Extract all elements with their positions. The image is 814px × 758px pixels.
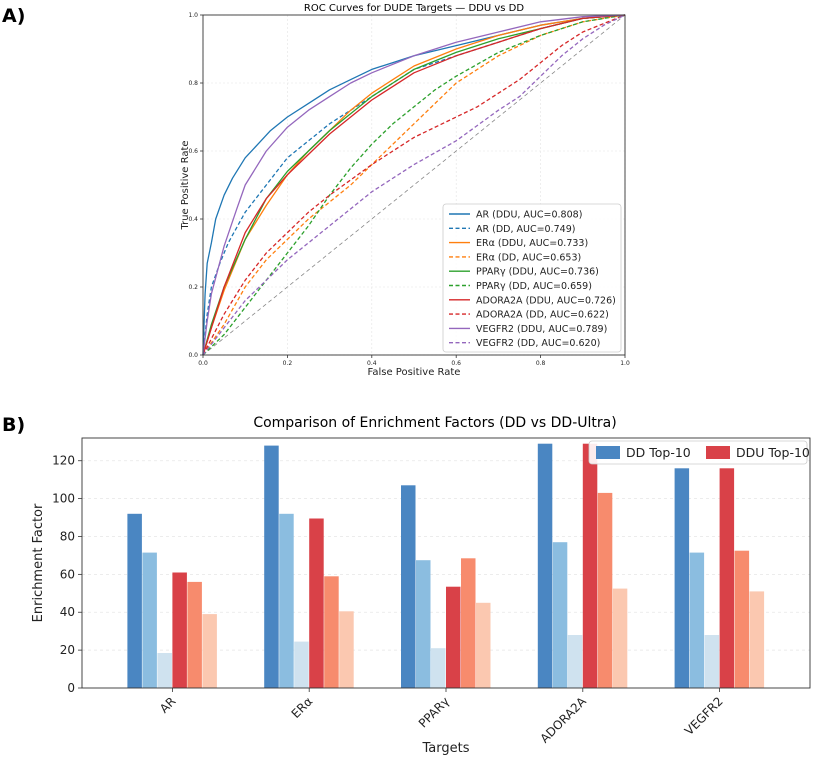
- ef-bar-er-s1: [279, 513, 294, 688]
- roc-legend-label: ADORA2A (DDU, AUC=0.726): [476, 295, 616, 306]
- ef-bar-adora2a-s3: [582, 443, 598, 688]
- ef-x-tick-label: ERα: [289, 694, 316, 721]
- roc-title: ROC Curves for DUDE Targets — DDU vs DD: [304, 3, 524, 14]
- ef-legend: DD Top-10 DDU Top-10: [588, 440, 810, 465]
- roc-legend-frame: [442, 203, 622, 353]
- roc-line-adora2a-dd-auc-0-622: [202, 14, 626, 356]
- ef-x-tick-label: PPARγ: [416, 694, 452, 730]
- ef-x-tick-label: ADORA2A: [537, 694, 589, 746]
- roc-legend-label: PPARγ (DDU, AUC=0.736): [476, 267, 599, 278]
- ef-bar-ppar-s2: [431, 648, 446, 688]
- roc-y-tick-label: 0.4: [188, 216, 198, 223]
- roc-x-tick-label: 1.0: [620, 360, 630, 367]
- ef-y-tick-label: 100: [52, 492, 75, 506]
- roc-line-ar-ddu-auc-0-808: [202, 14, 626, 356]
- roc-legend: AR (DDU, AUC=0.808) AR (DD, AUC=0.749) ERα…: [442, 203, 622, 353]
- ef-bar-er-s0: [264, 445, 279, 688]
- ef-bar-er-s3: [309, 518, 324, 688]
- roc-x-axis-label: False Positive Rate: [368, 367, 461, 378]
- ef-bar-ppar-s5: [476, 602, 491, 688]
- roc-y-tick-label: 0.6: [188, 148, 198, 155]
- ef-y-tick-label: 80: [60, 529, 75, 543]
- roc-line-ppar-dd-auc-0-659: [202, 14, 626, 356]
- ef-bar-vegfr2-s1: [689, 552, 705, 688]
- roc-line-adora2a-ddu-auc-0-726: [202, 14, 626, 356]
- roc-x-tick-label: 0.2: [283, 360, 293, 367]
- roc-legend-label: AR (DDU, AUC=0.808): [476, 210, 582, 221]
- roc-y-tick-label: 0.0: [188, 352, 198, 359]
- ef-bar-adora2a-s2: [567, 635, 583, 688]
- ef-bar-adora2a-s0: [537, 443, 553, 688]
- roc-chart: ROC Curves for DUDE Targets — DDU vs DD …: [180, 3, 630, 378]
- roc-legend-label: VEGFR2 (DD, AUC=0.620): [476, 338, 600, 349]
- ef-bar-er-s5: [339, 611, 354, 688]
- enrichment-chart: Comparison of Enrichment Factors (DD vs …: [31, 415, 811, 756]
- roc-legend-label: ERα (DDU, AUC=0.733): [476, 238, 588, 249]
- roc-x-tick-label: 0.8: [536, 360, 546, 367]
- roc-y-tick-label: 1.0: [188, 12, 198, 19]
- ef-bar-ppar-s3: [446, 586, 461, 688]
- ef-bar-ppar-s4: [461, 558, 476, 688]
- roc-y-tick-label: 0.2: [188, 284, 198, 291]
- roc-legend-label: AR (DD, AUC=0.749): [476, 224, 575, 235]
- ef-bar-vegfr2-s3: [719, 468, 735, 688]
- roc-legend-label: PPARγ (DD, AUC=0.659): [476, 281, 592, 292]
- roc-chance-diagonal: [202, 14, 626, 356]
- roc-y-tick-label: 0.8: [188, 80, 198, 87]
- roc-legend-label: ADORA2A (DD, AUC=0.622): [476, 310, 609, 321]
- ef-bar-vegfr2-s2: [704, 635, 720, 688]
- ef-bar-vegfr2-s0: [674, 468, 690, 688]
- ef-x-tick-label: VEGFR2: [682, 694, 726, 738]
- roc-frame: [202, 14, 626, 356]
- ef-bar-adora2a-s5: [612, 588, 628, 688]
- roc-line-vegfr2-ddu-auc-0-789: [202, 14, 626, 356]
- ef-bar-ar-s3: [172, 572, 187, 688]
- ef-bar-ppar-s1: [416, 560, 431, 688]
- ef-bar-ppar-s0: [401, 485, 416, 688]
- ef-bar-vegfr2-s5: [749, 591, 765, 688]
- ef-bar-ar-s0: [127, 513, 142, 688]
- roc-line-er-dd-auc-0-653: [202, 14, 626, 356]
- roc-line-vegfr2-dd-auc-0-620: [202, 14, 626, 356]
- ef-legend-frame: [588, 440, 808, 465]
- ef-bar-vegfr2-s4: [734, 550, 750, 688]
- ef-x-tick-label: AR: [157, 694, 179, 716]
- ef-bar-ar-s4: [187, 581, 202, 688]
- ef-legend-label: DDU Top-10: [736, 445, 810, 460]
- ef-x-axis-label: Targets: [422, 741, 470, 756]
- roc-x-tick-label: 0.6: [451, 360, 461, 367]
- roc-x-tick-label: 0.0: [198, 360, 208, 367]
- ef-bar-ar-s1: [142, 552, 157, 688]
- roc-x-tick-label: 0.4: [367, 360, 377, 367]
- ef-bar-adora2a-s4: [597, 492, 613, 688]
- roc-y-axis-label: True Positive Rate: [180, 140, 191, 230]
- ef-bar-adora2a-s1: [552, 542, 568, 688]
- panel-b-label: B): [2, 414, 25, 436]
- ef-legend-swatch: [596, 446, 620, 459]
- ef-y-tick-label: 40: [60, 605, 75, 619]
- ef-legend-swatch: [706, 446, 730, 459]
- ef-y-tick-label: 20: [60, 643, 75, 657]
- ef-y-tick-label: 0: [67, 681, 75, 695]
- ef-bar-er-s4: [324, 576, 339, 688]
- ef-bar-ar-s2: [157, 653, 172, 688]
- ef-y-tick-label: 120: [52, 454, 75, 468]
- ef-title: Comparison of Enrichment Factors (DD vs …: [253, 415, 616, 431]
- roc-legend-label: ERα (DD, AUC=0.653): [476, 252, 581, 263]
- roc-line-ppar-ddu-auc-0-736: [202, 14, 626, 356]
- ef-y-axis-label: Enrichment Factor: [31, 503, 46, 622]
- ef-legend-label: DD Top-10: [626, 445, 691, 460]
- roc-legend-label: VEGFR2 (DDU, AUC=0.789): [476, 324, 607, 335]
- ef-bar-er-s2: [294, 641, 309, 688]
- ef-y-tick-label: 60: [60, 567, 75, 581]
- ef-bar-ar-s5: [202, 614, 217, 688]
- panel-a-label: A): [2, 5, 25, 27]
